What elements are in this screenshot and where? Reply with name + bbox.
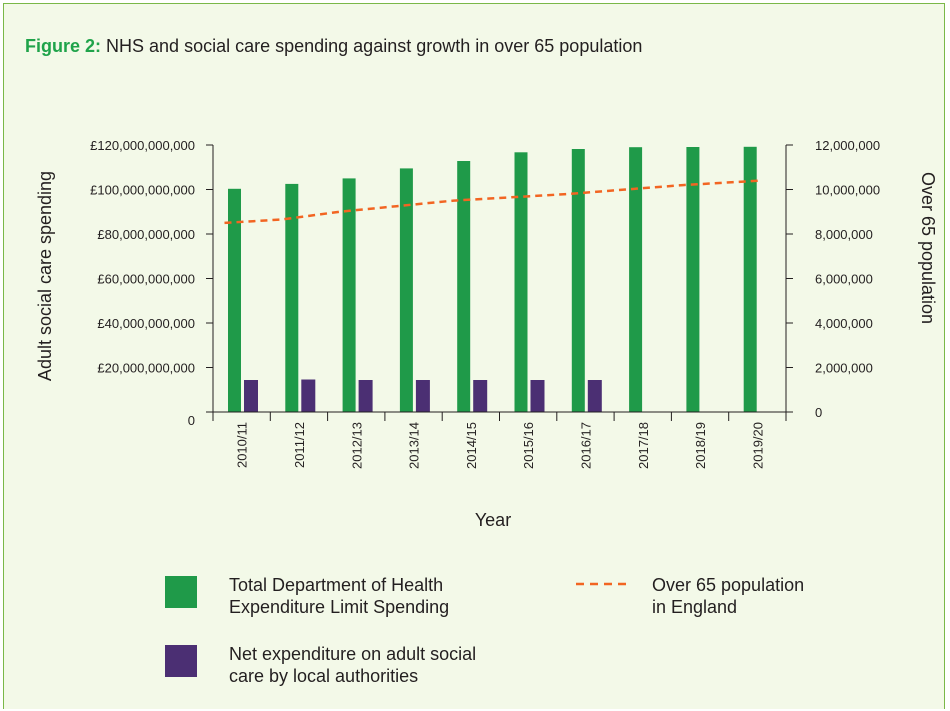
x-tick-label: 2017/18 [636, 422, 651, 469]
y-tick-label: £20,000,000,000 [97, 361, 195, 376]
bars-layer [228, 146, 757, 413]
legend-swatch-dh-spending [165, 576, 197, 608]
bar-dh-spending [399, 168, 413, 412]
y-tick-label: £80,000,000,000 [97, 227, 195, 242]
bar-dh-spending [457, 161, 471, 412]
bar-social-care [587, 380, 602, 412]
x-tick-label: 2011/12 [292, 422, 307, 468]
x-tick-label: 2012/13 [349, 422, 364, 469]
x-tick-label: 2019/20 [750, 422, 765, 469]
y-tick-label: £60,000,000,000 [97, 272, 195, 287]
bar-social-care [358, 380, 373, 412]
figure-label: Figure 2: [25, 36, 102, 56]
bar-dh-spending [342, 178, 356, 412]
y2-tick-label: 2,000,000 [815, 361, 873, 376]
bar-social-care [244, 380, 258, 412]
bar-dh-spending [514, 152, 528, 413]
figure-title: Figure 2: NHS and social care spending a… [25, 36, 642, 57]
legend-label-social-care: care by local authorities [229, 666, 418, 686]
figure-title-text: NHS and social care spending against gro… [106, 36, 643, 56]
bar-dh-spending [629, 147, 643, 412]
legend-label-dh-spending: Expenditure Limit Spending [229, 597, 449, 617]
y-tick-label: 0 [188, 413, 195, 428]
bar-social-care [301, 379, 316, 412]
x-tick-label: 2016/17 [579, 422, 594, 469]
y-axis-label: Adult social care spending [35, 171, 55, 381]
bar-dh-spending [285, 183, 299, 412]
y2-tick-label: 12,000,000 [815, 138, 880, 153]
y2-tick-label: 6,000,000 [815, 272, 873, 287]
line-layer [224, 179, 761, 225]
legend-label-over-65: Over 65 population [652, 575, 804, 595]
legend-label-social-care: Net expenditure on adult social [229, 644, 476, 664]
x-tick-label: 2013/14 [407, 422, 422, 469]
y2-tick-label: 4,000,000 [815, 316, 873, 331]
legend-label-dh-spending: Total Department of Health [229, 575, 443, 595]
axes-layer: 0 £20,000,000,000 £40,000,000,000 £60,000,0… [90, 138, 880, 469]
bar-dh-spending [228, 188, 241, 412]
series-line-over-65 [224, 179, 761, 225]
x-tick-label: 2014/15 [464, 422, 479, 469]
y-tick-label: £120,000,000,000 [90, 138, 195, 153]
y2-axis-label: Over 65 population [918, 172, 938, 324]
legend-label-over-65: in England [652, 597, 737, 617]
bar-social-care [530, 380, 545, 412]
y2-tick-label: 10,000,000 [815, 183, 880, 198]
figure-panel [3, 3, 945, 709]
y-tick-label: £100,000,000,000 [90, 183, 195, 198]
y2-tick-label: 0 [815, 405, 822, 420]
x-tick-label: 2010/11 [235, 422, 250, 468]
bar-dh-spending [743, 146, 757, 413]
bar-social-care [415, 380, 430, 412]
x-axis-label: Year [475, 510, 511, 530]
bar-dh-spending [686, 147, 700, 412]
y-tick-label: £40,000,000,000 [97, 316, 195, 331]
bar-dh-spending [571, 149, 585, 412]
legend-swatch-social-care [165, 645, 197, 677]
x-tick-label: 2018/19 [693, 422, 708, 469]
x-tick-label: 2015/16 [521, 422, 536, 469]
y2-tick-label: 8,000,000 [815, 227, 873, 242]
bar-social-care [473, 380, 488, 412]
